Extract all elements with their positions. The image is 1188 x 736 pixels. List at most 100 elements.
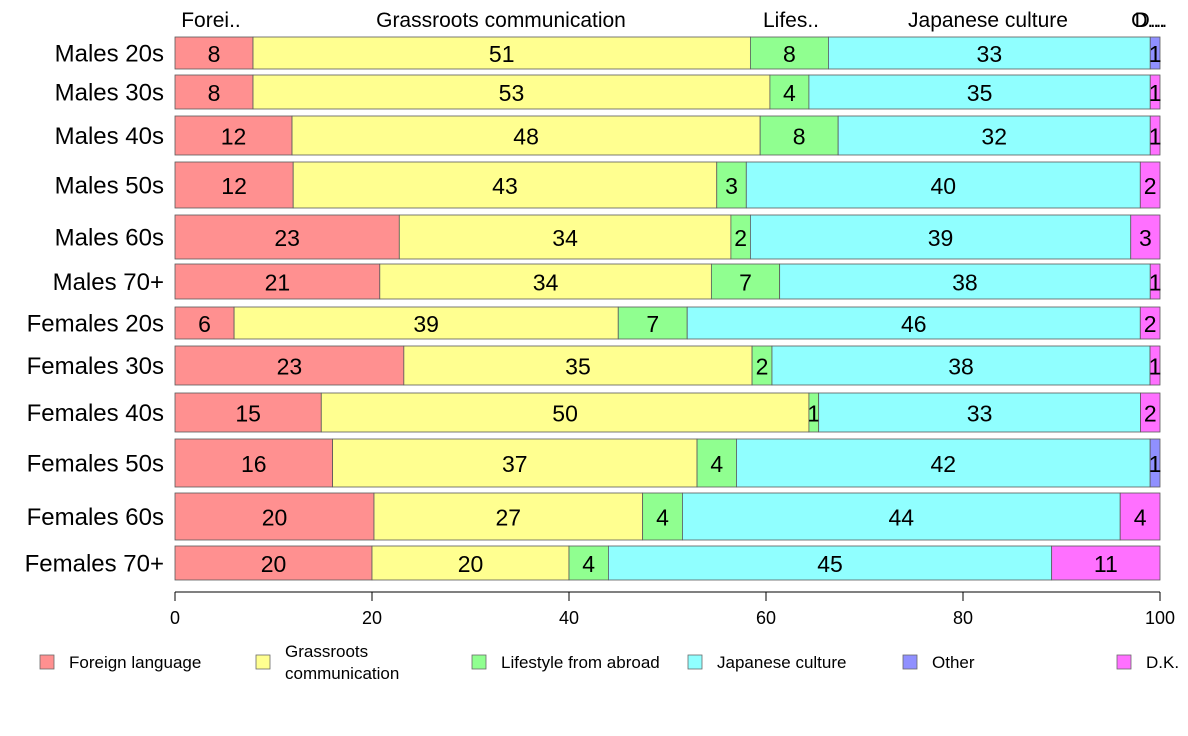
data-label: 40: [931, 173, 957, 199]
bar-segment: [1139, 306, 1161, 340]
bar-segment: [1149, 345, 1161, 386]
legend-swatch: [1116, 654, 1132, 670]
bar-segment: [174, 263, 381, 300]
bar-segment: [769, 74, 810, 110]
top-labels: Forei.. Grassroots communication Lifes.. Ja…: [181, 9, 1167, 32]
data-label: 4: [656, 505, 669, 531]
bar-segment: [1149, 36, 1161, 70]
category-label: Males 20s: [55, 41, 164, 68]
bar-segment: [174, 306, 235, 340]
data-label: 1: [1149, 451, 1162, 477]
x-tick-label: 100: [1145, 608, 1175, 628]
data-label: 32: [981, 124, 1007, 150]
category-label: Males 70+: [53, 269, 164, 296]
data-label: 48: [513, 124, 539, 150]
data-label: 1: [1149, 270, 1162, 296]
data-label: 8: [208, 41, 221, 67]
data-label: 46: [901, 311, 927, 337]
category-label: Females 40s: [27, 400, 164, 427]
bar-segment: [174, 74, 254, 110]
top-series-label: Grassroots communication: [376, 9, 626, 32]
data-label: 1: [1149, 354, 1162, 380]
data-label: 2: [1144, 401, 1157, 427]
data-label: 2: [1144, 311, 1157, 337]
bar-segment: [174, 438, 334, 488]
bar-segment: [779, 263, 1151, 300]
data-label: 12: [221, 173, 247, 199]
data-label: 39: [413, 311, 439, 337]
category-label: Males 40s: [55, 123, 164, 150]
x-tick-label: 80: [953, 608, 973, 628]
bar-segment: [174, 392, 322, 433]
data-label: 8: [208, 80, 221, 106]
bar-segment: [1119, 492, 1161, 541]
bar-segment: [252, 74, 771, 110]
bar-segment: [292, 161, 718, 209]
data-label: 20: [262, 505, 288, 531]
data-label: 27: [496, 505, 522, 531]
category-label: Males 60s: [55, 225, 164, 252]
bar-segment: [1149, 263, 1161, 300]
data-label: 2: [756, 354, 769, 380]
data-label: 8: [783, 41, 796, 67]
bar-segment: [174, 545, 373, 581]
bar-segment: [252, 36, 751, 70]
bar-segment: [1051, 545, 1161, 581]
x-tick-label: 0: [170, 608, 180, 628]
data-label: 7: [739, 270, 752, 296]
bar-segment: [174, 492, 375, 541]
bar-segment: [1149, 115, 1161, 156]
bar-segment: [771, 345, 1151, 386]
data-label: 39: [928, 225, 954, 251]
legend-swatch: [471, 654, 487, 670]
bar-segment: [373, 492, 644, 541]
data-label: 4: [783, 80, 796, 106]
data-label: 51: [489, 41, 515, 67]
bar-segment: [1140, 392, 1161, 433]
x-axis: 0 20 40 60 80 100: [170, 591, 1175, 628]
bar-segment: [174, 214, 400, 260]
data-label: 1: [807, 401, 820, 427]
bar-segment: [403, 345, 753, 386]
category-label: Females 20s: [27, 311, 164, 338]
bar-segment: [332, 438, 698, 488]
legend-swatch: [255, 654, 271, 670]
bar-segment: [608, 545, 1053, 581]
bar-segment: [749, 214, 1132, 260]
data-label: 1: [1149, 41, 1162, 67]
data-label: 2: [734, 225, 747, 251]
bar-segment: [642, 492, 683, 541]
data-label: 38: [952, 270, 978, 296]
legend-swatch: [902, 654, 918, 670]
legend-label: Lifestyle from abroad: [501, 653, 660, 672]
bar-segment: [1139, 161, 1161, 209]
bar-segment: [682, 492, 1121, 541]
bar-segment: [808, 74, 1151, 110]
data-label: 8: [793, 124, 806, 150]
data-label: 33: [977, 41, 1003, 67]
data-label: 4: [710, 451, 723, 477]
data-label: 34: [533, 270, 559, 296]
top-series-label: Lifes..: [763, 9, 819, 32]
category-label: Males 50s: [55, 173, 164, 200]
data-label: 35: [967, 80, 993, 106]
bar-segment: [716, 161, 747, 209]
legend-label: D.K.: [1146, 653, 1179, 672]
x-tick-label: 60: [756, 608, 776, 628]
data-label: 6: [198, 311, 211, 337]
data-label: 50: [552, 401, 578, 427]
data-label: 42: [931, 451, 957, 477]
category-label: Females 30s: [27, 353, 164, 380]
bar-segment: [617, 306, 688, 340]
data-label: 38: [948, 354, 974, 380]
bar-segment: [759, 115, 839, 156]
bar-segment: [818, 392, 1141, 433]
legend-label: Japanese culture: [717, 653, 846, 672]
top-series-label: Forei..: [181, 9, 241, 32]
bar-segment: [398, 214, 732, 260]
bar-segment: [379, 263, 712, 300]
data-label: 35: [565, 354, 591, 380]
bar-segment: [686, 306, 1141, 340]
bar-segment: [233, 306, 619, 340]
legend: Foreign language Grassroots communication L…: [39, 642, 1179, 683]
